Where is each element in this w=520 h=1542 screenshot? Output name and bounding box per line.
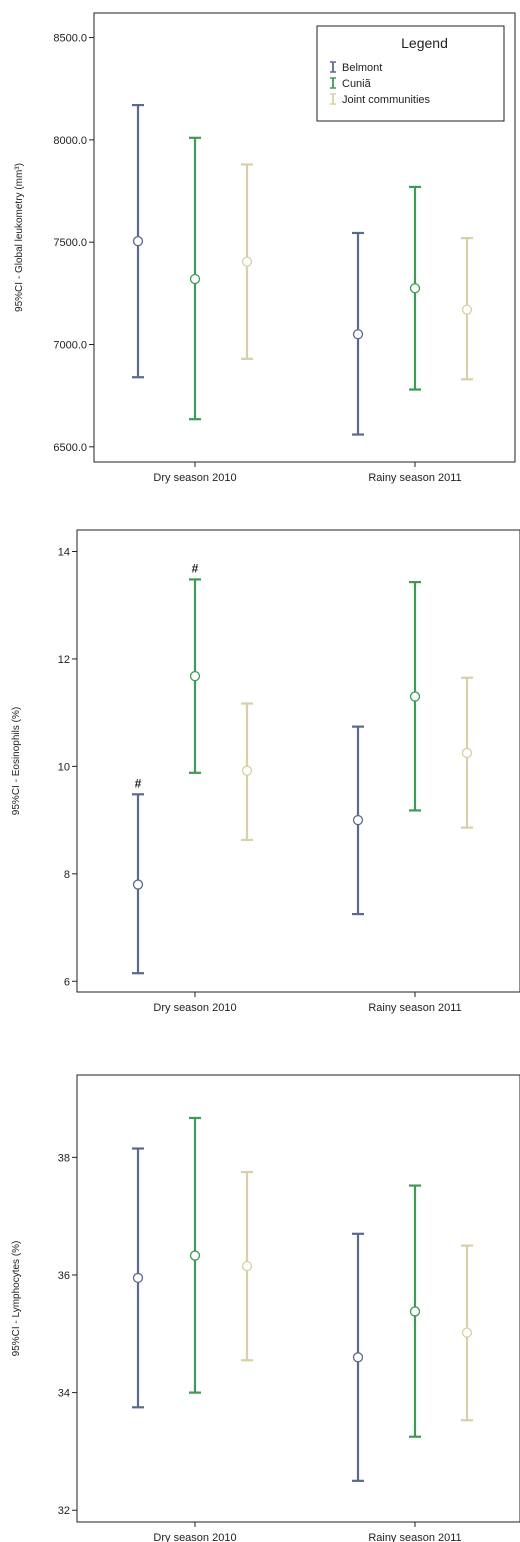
y-tick-label: 6 [64,976,70,988]
y-tick-label: 12 [58,654,70,666]
y-tick-label: 6500.0 [53,442,87,454]
x-tick-label: Rainy season 2011 [368,472,461,484]
mean-marker [241,256,253,267]
x-tick-label: Dry season 2010 [153,472,236,484]
x-tick-label: Dry season 2010 [153,1532,236,1542]
y-tick-label: 14 [58,546,70,558]
legend-box [316,25,505,122]
mean-marker [409,1306,421,1317]
mean-marker [352,814,364,826]
legend-entry-label: Joint communities [342,94,431,106]
error-bar [241,1170,253,1362]
mean-marker [132,879,144,890]
y-tick-label: 7000.0 [53,340,87,352]
mean-marker [409,691,421,702]
error-bar [132,103,144,379]
y-axis-label: 95%CI - Lymphocytes (%) [11,1241,22,1357]
y-tick-label: 8500.0 [53,33,87,45]
y-axis-label: 95%CI - Global leukometry (mm³) [14,163,25,312]
error-bar [461,676,473,829]
error-bar [189,1116,201,1394]
y-tick-label: 7500.0 [53,237,87,249]
plot-frame [93,12,516,463]
x-tick-label: Rainy season 2011 [368,1002,461,1014]
y-axis-label: 95%CI - Eosinophils (%) [11,707,22,815]
y-tick-label: 32 [58,1505,70,1517]
mean-marker [189,273,201,285]
error-bar [409,185,421,391]
mean-marker [352,329,364,340]
error-bar [241,702,253,842]
mean-marker [461,1327,473,1338]
plot-frame [76,1074,520,1523]
y-tick-label: 10 [58,761,70,773]
mean-marker [189,670,201,682]
mean-marker [461,747,473,759]
error-bar [352,725,364,916]
mean-marker [461,304,473,315]
legend-entry-label: Cuniã [342,78,372,90]
significance-marker: # [192,561,199,575]
error-bar [189,136,201,421]
error-bar [409,581,421,812]
error-bar [352,1232,364,1482]
x-tick-label: Rainy season 2011 [368,1532,461,1542]
significance-marker: # [135,776,142,790]
x-tick-label: Dry season 2010 [153,1002,236,1014]
error-bar [409,1184,421,1438]
chart-panel-3: 32 34 36 38 95%CI - Lymphocytes (%) Dry seaso… [11,1074,520,1542]
y-tick-label: 36 [58,1270,70,1282]
error-bar [241,163,253,360]
error-bar [461,236,473,381]
error-bar [352,231,364,436]
error-bar [189,578,201,774]
y-tick-label: 8 [64,869,70,881]
y-tick-label: 38 [58,1152,70,1164]
legend-entry-label: Belmont [342,62,382,74]
legend-title: Legend [401,35,448,51]
mean-marker [189,1250,201,1261]
mean-marker [132,1272,144,1284]
mean-marker [352,1352,364,1363]
error-bar [132,793,144,975]
mean-marker [132,236,144,247]
legend: Legend Belmont Cuniã Joint communities [316,25,505,122]
y-tick-label: 34 [58,1388,70,1400]
chart-panel-2: 6 8 10 12 14 95%CI - Eosinophils (%) Dry seaso… [11,529,520,1014]
y-tick-label: 8000.0 [53,135,87,147]
error-bar [461,1244,473,1422]
error-bar [132,1147,144,1409]
mean-marker [241,765,253,776]
mean-marker [241,1261,253,1272]
chart-panel-1: 6500.0 7000.0 7500.0 8000.0 8500.0 95%CI - Gl… [14,12,516,484]
plot-frame [76,529,520,993]
mean-marker [409,283,421,294]
